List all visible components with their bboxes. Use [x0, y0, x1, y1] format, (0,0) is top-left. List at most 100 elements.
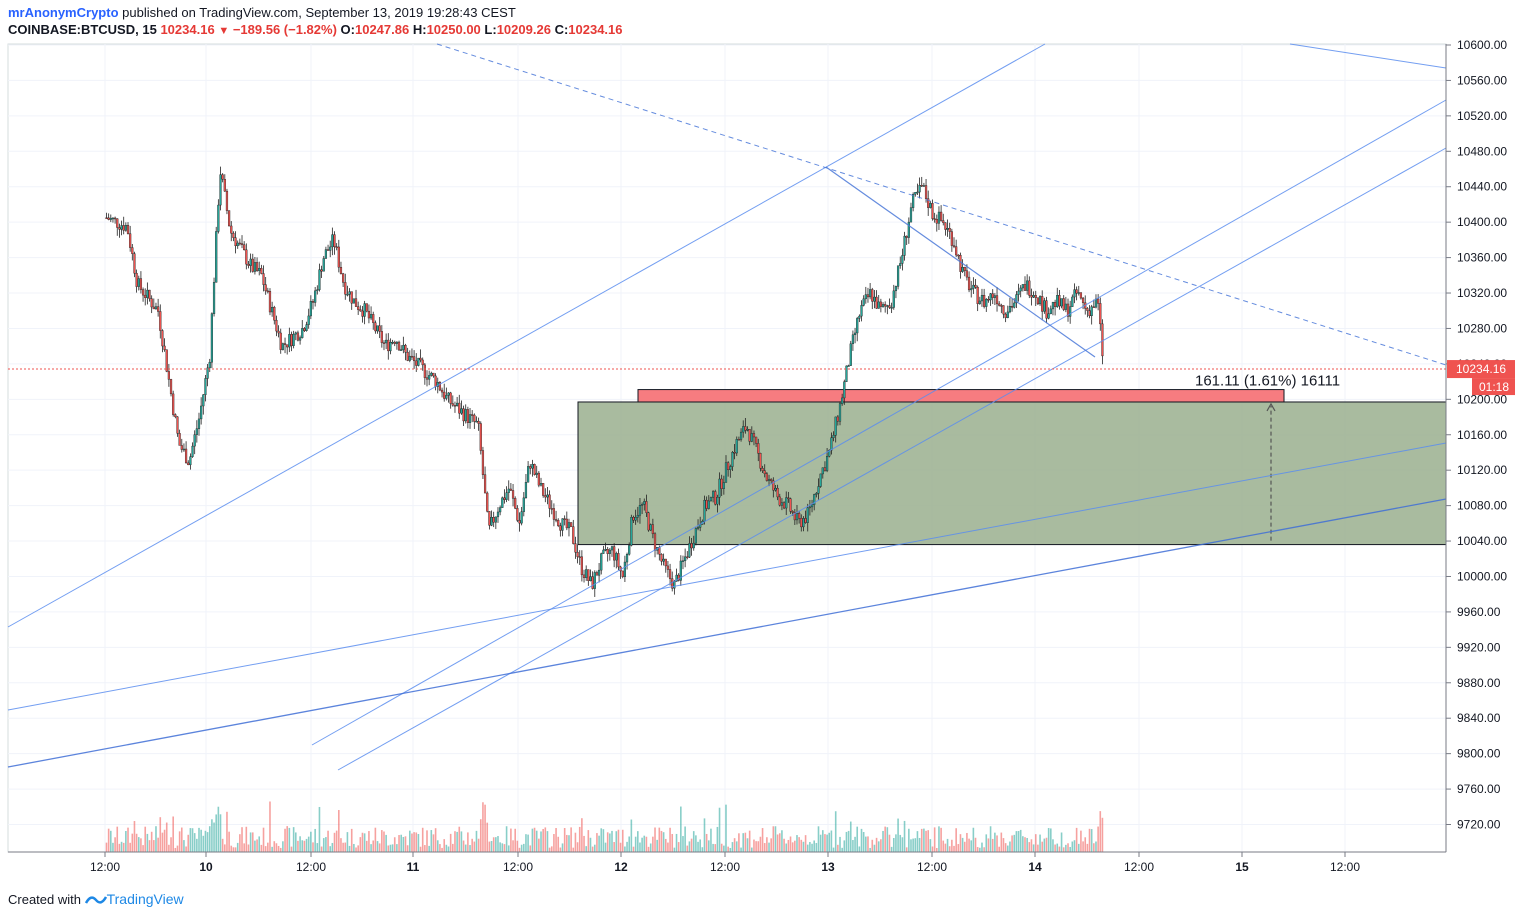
y-tick-label: 10560.00	[1457, 73, 1507, 87]
y-tick-label: 10480.00	[1457, 144, 1507, 158]
candlestick-series	[105, 166, 1104, 597]
volume-bar	[643, 835, 646, 852]
volume-bar	[277, 845, 280, 852]
volume-bar	[574, 832, 577, 852]
time-axis[interactable]: 12:00 10 12:00 11 12:00 12 12:00 13 12:00 14 12:00…	[8, 851, 1446, 874]
candle-body	[912, 194, 915, 208]
volume-bar	[490, 841, 493, 852]
x-tick-label: 13	[821, 860, 835, 874]
candle-body	[324, 249, 328, 259]
volume-bar	[559, 847, 562, 852]
volume-bar	[985, 834, 988, 852]
volume-bar	[940, 827, 942, 852]
volume-bar	[398, 835, 400, 852]
candle-body	[1013, 302, 1016, 308]
volume-bar	[538, 838, 540, 852]
volume-bar	[733, 838, 736, 852]
candle-body	[202, 394, 205, 407]
close-value: 10234.16	[568, 22, 623, 37]
volume-bar	[789, 836, 792, 852]
volume-bar	[854, 836, 856, 852]
x-tick-label: 12:00	[1124, 860, 1154, 874]
candle-body	[574, 543, 577, 553]
volume-bar	[176, 845, 179, 852]
candle-body	[219, 174, 222, 206]
candle-body	[329, 246, 332, 251]
candle-body	[711, 491, 715, 498]
volume-bar	[443, 839, 446, 852]
volume-bar	[228, 831, 230, 852]
candle-body	[879, 301, 882, 307]
candle-body	[761, 468, 764, 471]
volume-bar	[624, 846, 626, 852]
candle-body	[419, 357, 422, 361]
candle-body	[542, 483, 545, 496]
tradingview-brand-link[interactable]: TradingView	[106, 891, 184, 907]
volume-bar	[226, 811, 228, 852]
candle-body	[1060, 298, 1063, 307]
volume-bar	[495, 837, 497, 852]
symbol-name[interactable]: COINBASE:BTCUSD	[8, 22, 136, 37]
candle-body	[148, 289, 151, 299]
author-link[interactable]: mrAnonymCrypto	[8, 5, 119, 20]
volume-bar	[406, 845, 409, 852]
volume-bar	[955, 828, 957, 852]
published-text: published on TradingView.com, September …	[122, 5, 516, 20]
volume-bar	[284, 828, 286, 852]
trendline	[311, 99, 1447, 746]
candle-body	[974, 284, 977, 288]
candle-body	[393, 341, 396, 344]
candle-body	[759, 453, 762, 469]
candle-body	[247, 263, 250, 266]
candle-body	[537, 472, 540, 486]
volume-bar	[757, 841, 760, 852]
candle-body	[447, 392, 450, 396]
candle-body	[255, 262, 259, 271]
y-tick-label: 10040.00	[1457, 534, 1507, 548]
volume-bar	[525, 834, 527, 852]
candle-body	[122, 225, 125, 231]
trendline-drawings[interactable]	[7, 43, 1447, 771]
volume-bar	[621, 829, 624, 852]
candle-body	[294, 332, 297, 335]
candle-body	[810, 504, 814, 508]
candle-body	[492, 517, 495, 523]
candle-body	[589, 576, 592, 581]
volume-bar	[632, 846, 635, 852]
candle-body	[983, 294, 986, 307]
volume-bar	[299, 836, 301, 852]
candle-body	[464, 409, 467, 422]
volume-bar	[535, 830, 538, 852]
candle-body	[664, 558, 667, 567]
volume-bar	[1101, 817, 1104, 852]
candle-body	[572, 526, 575, 544]
volume-bar	[479, 819, 482, 852]
candle-body	[286, 344, 289, 348]
volume-bar	[759, 836, 762, 852]
candle-body	[604, 549, 607, 551]
x-tick-label: 12:00	[1330, 860, 1360, 874]
volume-bar	[445, 844, 448, 852]
candle-body	[141, 289, 145, 296]
volume-bar	[303, 840, 306, 852]
symbol-legend: COINBASE:BTCUSD, 15 10234.16 ▼ −189.56 (…	[8, 22, 623, 37]
price-axis[interactable]: 10600.00 10560.00 10520.00 10480.00 10440.00…	[1445, 38, 1515, 852]
volume-bar	[697, 841, 699, 852]
volume-bar	[426, 830, 428, 852]
candle-body	[1090, 306, 1093, 317]
volume-bar	[215, 814, 218, 852]
candle-body	[1081, 297, 1085, 303]
candle-body	[709, 497, 713, 502]
volume-bar	[568, 835, 570, 852]
volume-bar	[245, 826, 248, 852]
volume-bar	[791, 842, 794, 852]
candle-body	[187, 462, 190, 466]
volume-bar	[903, 820, 906, 852]
volume-bar	[763, 843, 766, 852]
volume-bar	[589, 837, 592, 852]
candle-body	[847, 365, 850, 367]
candle-body	[522, 497, 525, 512]
candle-body	[550, 508, 553, 510]
candle-body	[116, 218, 119, 228]
